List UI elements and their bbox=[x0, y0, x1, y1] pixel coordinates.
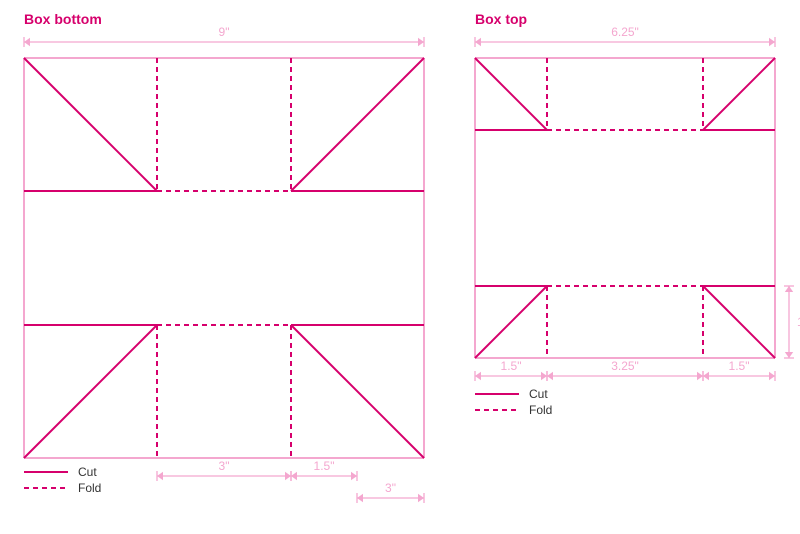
dim-label: 1.5" bbox=[729, 359, 750, 373]
legend-cut: Cut bbox=[529, 387, 548, 401]
dim-label: 3.25" bbox=[611, 359, 639, 373]
dimension: 3.25" bbox=[547, 359, 703, 381]
cut-line bbox=[475, 58, 547, 130]
legend: Cut Fold bbox=[24, 465, 101, 495]
legend-cut: Cut bbox=[78, 465, 97, 479]
dimension: 1.5" bbox=[475, 359, 547, 381]
cut-line bbox=[24, 325, 157, 458]
cut-line bbox=[475, 286, 547, 358]
dim-label: 6.25" bbox=[611, 25, 639, 39]
dimension: 3" bbox=[157, 459, 291, 481]
cut-line bbox=[24, 58, 157, 191]
dimension: 3" bbox=[357, 481, 424, 503]
cut-line bbox=[291, 325, 424, 458]
dimension: 6.25" bbox=[475, 25, 775, 46]
legend-fold: Fold bbox=[78, 481, 101, 495]
dim-label: 9" bbox=[219, 25, 230, 39]
dimension: 1.5" bbox=[291, 459, 357, 481]
dimension: 1.5" bbox=[703, 359, 775, 381]
legend: Cut Fold bbox=[475, 387, 552, 417]
dim-label: 3" bbox=[219, 459, 230, 473]
dim-label: 3" bbox=[385, 481, 396, 495]
cut-line bbox=[291, 58, 424, 191]
box-top: Box top 6.25" 1.5" 3.25" 1.5" 1.5" Cut Fold bbox=[475, 11, 800, 417]
box-bottom-title: Box bottom bbox=[24, 11, 102, 27]
dimension: 1.5" bbox=[784, 286, 800, 358]
dim-label: 1.5" bbox=[314, 459, 335, 473]
cut-line bbox=[703, 286, 775, 358]
legend-fold: Fold bbox=[529, 403, 552, 417]
dim-label: 1.5" bbox=[501, 359, 522, 373]
dimension: 9" bbox=[24, 25, 424, 46]
box-bottom: Box bottom 9" 3" 1.5" 3" Cut Fold bbox=[24, 11, 424, 503]
box-top-title: Box top bbox=[475, 11, 527, 27]
cut-line bbox=[703, 58, 775, 130]
